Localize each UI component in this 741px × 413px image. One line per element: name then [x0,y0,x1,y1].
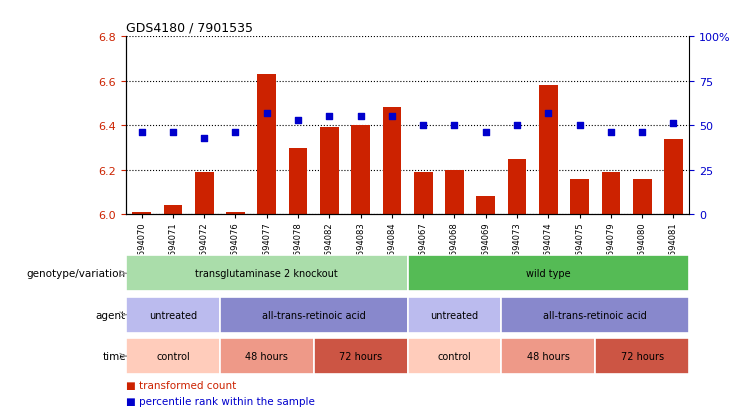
Text: time: time [102,351,126,361]
Text: wild type: wild type [526,268,571,279]
Text: all-trans-retinoic acid: all-trans-retinoic acid [543,310,647,320]
Point [355,114,367,121]
Bar [664,139,683,215]
Bar [220,338,313,374]
Text: all-trans-retinoic acid: all-trans-retinoic acid [262,310,365,320]
Text: 72 hours: 72 hours [339,351,382,361]
Point [386,114,398,121]
Text: agent: agent [96,310,126,320]
Bar [351,126,370,215]
Text: 48 hours: 48 hours [527,351,570,361]
Bar [539,86,558,215]
Point [480,130,492,136]
Text: untreated: untreated [149,310,197,320]
Point [323,114,335,121]
Point [637,130,648,136]
Bar [571,179,589,215]
Bar [502,338,595,374]
Text: GDS4180 / 7901535: GDS4180 / 7901535 [126,21,253,35]
Point [230,130,242,136]
Bar [126,256,408,292]
Point [199,135,210,142]
Point [511,123,523,129]
Bar [408,256,689,292]
Point [292,117,304,124]
Bar [126,297,220,333]
Bar [502,297,689,333]
Point [136,130,147,136]
Bar [408,338,502,374]
Bar [445,171,464,215]
Bar [413,173,433,215]
Text: 72 hours: 72 hours [621,351,664,361]
Point [448,123,460,129]
Bar [289,148,308,215]
Text: transglutaminase 2 knockout: transglutaminase 2 knockout [196,268,338,279]
Bar [195,173,213,215]
Text: control: control [156,351,190,361]
Text: control: control [438,351,471,361]
Bar [508,159,526,215]
Text: untreated: untreated [431,310,479,320]
Text: ■ transformed count: ■ transformed count [126,380,236,390]
Text: genotype/variation: genotype/variation [27,268,126,279]
Bar [602,173,620,215]
Point [542,110,554,117]
Point [668,121,679,128]
Bar [313,338,408,374]
Point [417,123,429,129]
Point [605,130,617,136]
Bar [595,338,689,374]
Point [574,123,585,129]
Bar [164,206,182,215]
Text: ■ percentile rank within the sample: ■ percentile rank within the sample [126,396,315,406]
Bar [132,213,151,215]
Bar [257,75,276,215]
Bar [226,213,245,215]
Bar [382,108,402,215]
Point [167,130,179,136]
Bar [126,338,220,374]
Bar [320,128,339,215]
Text: 48 hours: 48 hours [245,351,288,361]
Bar [633,179,651,215]
Bar [220,297,408,333]
Bar [408,297,502,333]
Point [261,110,273,117]
Bar [476,197,495,215]
